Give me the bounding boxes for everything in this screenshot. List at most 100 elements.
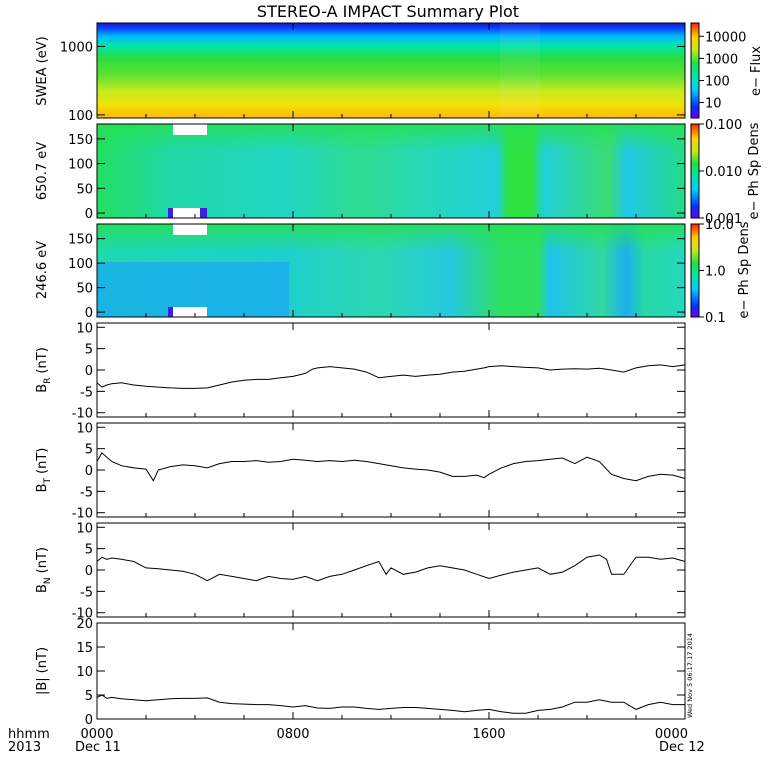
p650-y-tick-label-2: 100 — [68, 158, 93, 173]
bn-label-b: B — [35, 584, 50, 593]
panel-bn: -10 -5 0 5 10 BN (nT) — [35, 521, 686, 622]
panel-swea: 100 1000 SWEA (eV) — [35, 22, 686, 124]
colorbar-p246-tick-label-2: 10.0 — [705, 218, 734, 233]
p246-x-ticks — [96, 224, 686, 317]
p650-y-axis: 0 50 100 150 — [68, 133, 685, 222]
p246-y-tick-label-0: 0 — [85, 306, 93, 321]
br-frame — [96, 322, 686, 418]
bt-y-tick-label-3: 5 — [85, 443, 93, 458]
colorbar-swea-ticks: 10 100 1000 10000 — [699, 30, 746, 112]
bmag-y-tick-label-2: 10 — [76, 665, 93, 680]
colorbar-p246-tick-label-1: 1.0 — [705, 265, 726, 280]
colorbar-246-ticks: 0.1 1.0 10.0 — [699, 218, 734, 326]
colorbar-246: 0.1 1.0 10.0 e− Ph Sp Dens — [690, 218, 752, 326]
p650-gap-bottom — [173, 208, 207, 218]
colorbar-swea-tick-label-0: 10 — [705, 97, 722, 112]
bmag-y-label: |B| (nT) — [35, 647, 50, 695]
bt-frame — [96, 422, 686, 518]
bt-label-unit: (nT) — [35, 448, 50, 474]
bmag-y-tick-label-0: 0 — [85, 713, 93, 728]
bn-frame — [96, 522, 686, 618]
p650-y-label: 650.7 eV — [35, 142, 50, 200]
p246-gap-edge — [168, 307, 173, 317]
p246-y-tick-label-1: 50 — [76, 282, 93, 297]
colorbar-swea-tick-label-3: 10000 — [705, 30, 746, 45]
x-corner-year: 2013 — [8, 740, 41, 755]
br-label-sub: R — [43, 378, 53, 384]
swea-y-tick-label-1: 1000 — [60, 40, 93, 55]
bmag-y-tick-label-3: 15 — [76, 641, 93, 656]
p246-gap-top — [173, 224, 207, 235]
bt-y-label: BT (nT) — [35, 448, 53, 493]
colorbar-swea-tick-label-1: 100 — [705, 74, 730, 89]
timestamp-label: Wed Nov 5 06:17:17 2014 — [686, 633, 694, 718]
swea-heatmap — [97, 23, 685, 118]
x-corner-hhmm: hhmm — [8, 727, 50, 742]
p650-x-ticks — [96, 124, 686, 218]
bmag-y-tick-label-4: 20 — [76, 617, 93, 632]
colorbar-650-gradient — [690, 123, 700, 219]
br-label-unit: (nT) — [35, 347, 50, 373]
p650-gap-top — [173, 124, 207, 135]
colorbar-p650-tick-label-1: 0.010 — [705, 165, 742, 180]
bn-y-tick-label-3: 5 — [85, 543, 93, 558]
colorbar-swea-label: e− Flux — [749, 46, 764, 96]
br-y-label: BR (nT) — [35, 347, 53, 393]
bn-y-label: BN (nT) — [35, 547, 53, 593]
swea-y-axis: 100 1000 — [60, 40, 685, 124]
x-axis-tick-labels: 0000 0800 1600 0000 — [80, 727, 688, 742]
swea-y-tick-label-0: 100 — [68, 109, 93, 124]
bt-y-tick-label-0: -10 — [72, 507, 93, 522]
br-label-b: B — [35, 384, 50, 393]
br-y-tick-label-4: 10 — [76, 321, 93, 336]
p650-gap-edge — [168, 208, 173, 218]
x-tick-label-3: 0000 — [655, 727, 688, 742]
br-y-tick-label-0: -10 — [72, 407, 93, 422]
colorbar-650: 0.001 0.010 0.100 e− Ph Sp Dens — [690, 118, 762, 227]
bn-y-tick-label-1: -5 — [80, 585, 93, 600]
panel-bt: -10 -5 0 5 10 BT (nT) — [35, 421, 686, 522]
br-y-tick-label-3: 5 — [85, 343, 93, 358]
p650-gap-edge-right — [200, 208, 207, 218]
panel-bmag: 0 5 10 15 20 |B| (nT) Wed Nov 5 06:17:17 2014 — [35, 617, 694, 728]
x-start-date: Dec 11 — [75, 740, 121, 755]
colorbar-246-gradient — [690, 223, 700, 318]
colorbar-p650-tick-label-0: 0.001 — [705, 212, 742, 227]
colorbar-650-ticks: 0.001 0.010 0.100 — [699, 118, 742, 227]
bmag-label-unit: (nT) — [35, 647, 50, 673]
bt-y-axis: -10 -5 0 5 10 — [72, 421, 686, 522]
p650-heatmap-top — [97, 124, 685, 218]
bt-y-tick-label-4: 10 — [76, 421, 93, 436]
colorbar-246-label: e− Ph Sp Dens — [737, 221, 752, 318]
bn-y-axis: -10 -5 0 5 10 — [72, 521, 686, 622]
bn-label-unit: (nT) — [35, 547, 50, 573]
br-y-tick-label-1: -5 — [80, 385, 93, 400]
plot-title: STEREO-A IMPACT Summary Plot — [257, 2, 519, 21]
panel-650-ev: 0 50 100 150 650.7 eV — [35, 123, 686, 222]
panel-246-ev: 0 50 100 150 246.6 eV — [35, 223, 686, 321]
x-tick-label-2: 1600 — [472, 727, 505, 742]
bmag-y-axis: 0 5 10 15 20 — [76, 617, 686, 728]
bn-y-tick-label-2: 0 — [85, 564, 93, 579]
colorbar-swea-gradient — [690, 22, 700, 119]
br-y-axis: -10 -5 0 5 10 — [72, 321, 686, 422]
br-series-line — [96, 364, 686, 389]
bmag-frame — [96, 622, 686, 720]
bt-series-line — [96, 452, 686, 482]
p246-y-tick-label-2: 100 — [68, 257, 93, 272]
colorbar-650-label: e− Ph Sp Dens — [747, 122, 762, 219]
p246-y-tick-label-3: 150 — [68, 233, 93, 248]
colorbar-p246-tick-label-0: 0.1 — [705, 311, 726, 326]
p246-y-label: 246.6 eV — [35, 241, 50, 299]
bn-y-tick-label-4: 10 — [76, 521, 93, 536]
swea-heatmap-band — [500, 23, 540, 118]
x-tick-label-0: 0000 — [80, 727, 113, 742]
swea-y-label: SWEA (eV) — [35, 36, 50, 105]
bn-y-tick-label-0: -10 — [72, 607, 93, 622]
p246-y-axis: 0 50 100 150 — [68, 233, 685, 321]
bmag-label-b: |B| — [35, 677, 50, 695]
bt-y-tick-label-1: -5 — [80, 485, 93, 500]
bmag-y-tick-label-1: 5 — [85, 689, 93, 704]
colorbar-p650-tick-label-2: 0.100 — [705, 118, 742, 133]
